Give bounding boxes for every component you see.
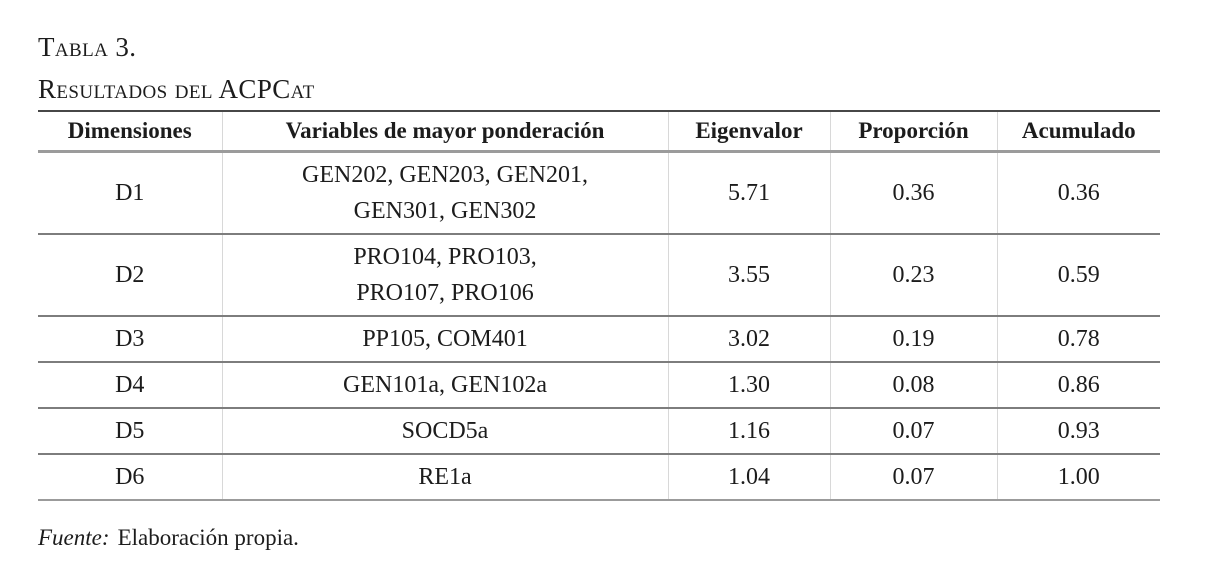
source-note: Fuente: Elaboración propia. bbox=[38, 523, 1222, 553]
eigenvalor-cell: 1.16 bbox=[667, 408, 830, 455]
proporcion-cell: 0.23 bbox=[829, 234, 997, 317]
table-row: D1 GEN202, GEN203, GEN201, GEN301, GEN30… bbox=[38, 151, 1160, 235]
proporcion-cell: 0.36 bbox=[829, 151, 997, 235]
variables-cell: GEN202, GEN203, GEN201, GEN301, GEN302 bbox=[221, 151, 668, 235]
acumulado-cell: 1.00 bbox=[996, 454, 1160, 501]
column-header-proporcion: Proporción bbox=[829, 111, 997, 153]
dimension-cell: D2 bbox=[38, 234, 222, 317]
acumulado-cell: 0.36 bbox=[996, 151, 1160, 235]
proporcion-cell: 0.07 bbox=[829, 408, 997, 455]
column-header-eigenvalor: Eigenvalor bbox=[667, 111, 830, 153]
dimension-cell: D3 bbox=[38, 316, 222, 363]
column-header-acumulado: Acumulado bbox=[996, 111, 1160, 153]
table-number: Tabla 3. bbox=[38, 32, 137, 62]
variables-cell: PRO104, PRO103, PRO107, PRO106 bbox=[221, 234, 668, 317]
table-row: D4 GEN101a, GEN102a 1.30 0.08 0.86 bbox=[38, 362, 1160, 409]
table-title: Resultados del ACPCat bbox=[38, 74, 315, 104]
proporcion-cell: 0.08 bbox=[829, 362, 997, 409]
eigenvalor-cell: 3.02 bbox=[667, 316, 830, 363]
proporcion-cell: 0.07 bbox=[829, 454, 997, 501]
source-label: Fuente: bbox=[38, 525, 110, 550]
variables-cell: RE1a bbox=[221, 454, 668, 501]
acpcat-results-table: Dimensiones Variables de mayor ponderaci… bbox=[38, 110, 1160, 501]
acumulado-cell: 0.86 bbox=[996, 362, 1160, 409]
table-row: D6 RE1a 1.04 0.07 1.00 bbox=[38, 454, 1160, 501]
variables-cell: SOCD5a bbox=[221, 408, 668, 455]
column-header-variables: Variables de mayor ponderación bbox=[221, 111, 668, 153]
table-row: D3 PP105, COM401 3.02 0.19 0.78 bbox=[38, 316, 1160, 363]
acumulado-cell: 0.59 bbox=[996, 234, 1160, 317]
variables-cell: GEN101a, GEN102a bbox=[221, 362, 668, 409]
dimension-cell: D4 bbox=[38, 362, 222, 409]
table-row: D5 SOCD5a 1.16 0.07 0.93 bbox=[38, 408, 1160, 455]
acumulado-cell: 0.93 bbox=[996, 408, 1160, 455]
header-row: Dimensiones Variables de mayor ponderaci… bbox=[38, 111, 1160, 153]
eigenvalor-cell: 1.30 bbox=[667, 362, 830, 409]
table-row: D2 PRO104, PRO103, PRO107, PRO106 3.55 0… bbox=[38, 234, 1160, 317]
eigenvalor-cell: 1.04 bbox=[667, 454, 830, 501]
source-text: Elaboración propia. bbox=[117, 525, 299, 550]
dimension-cell: D6 bbox=[38, 454, 222, 501]
column-header-dimensiones: Dimensiones bbox=[38, 111, 222, 153]
eigenvalor-cell: 3.55 bbox=[667, 234, 830, 317]
dimension-cell: D1 bbox=[38, 151, 222, 235]
dimension-cell: D5 bbox=[38, 408, 222, 455]
acumulado-cell: 0.78 bbox=[996, 316, 1160, 363]
eigenvalor-cell: 5.71 bbox=[667, 151, 830, 235]
proporcion-cell: 0.19 bbox=[829, 316, 997, 363]
variables-cell: PP105, COM401 bbox=[221, 316, 668, 363]
table-caption: Tabla 3. Resultados del ACPCat bbox=[38, 26, 1222, 110]
